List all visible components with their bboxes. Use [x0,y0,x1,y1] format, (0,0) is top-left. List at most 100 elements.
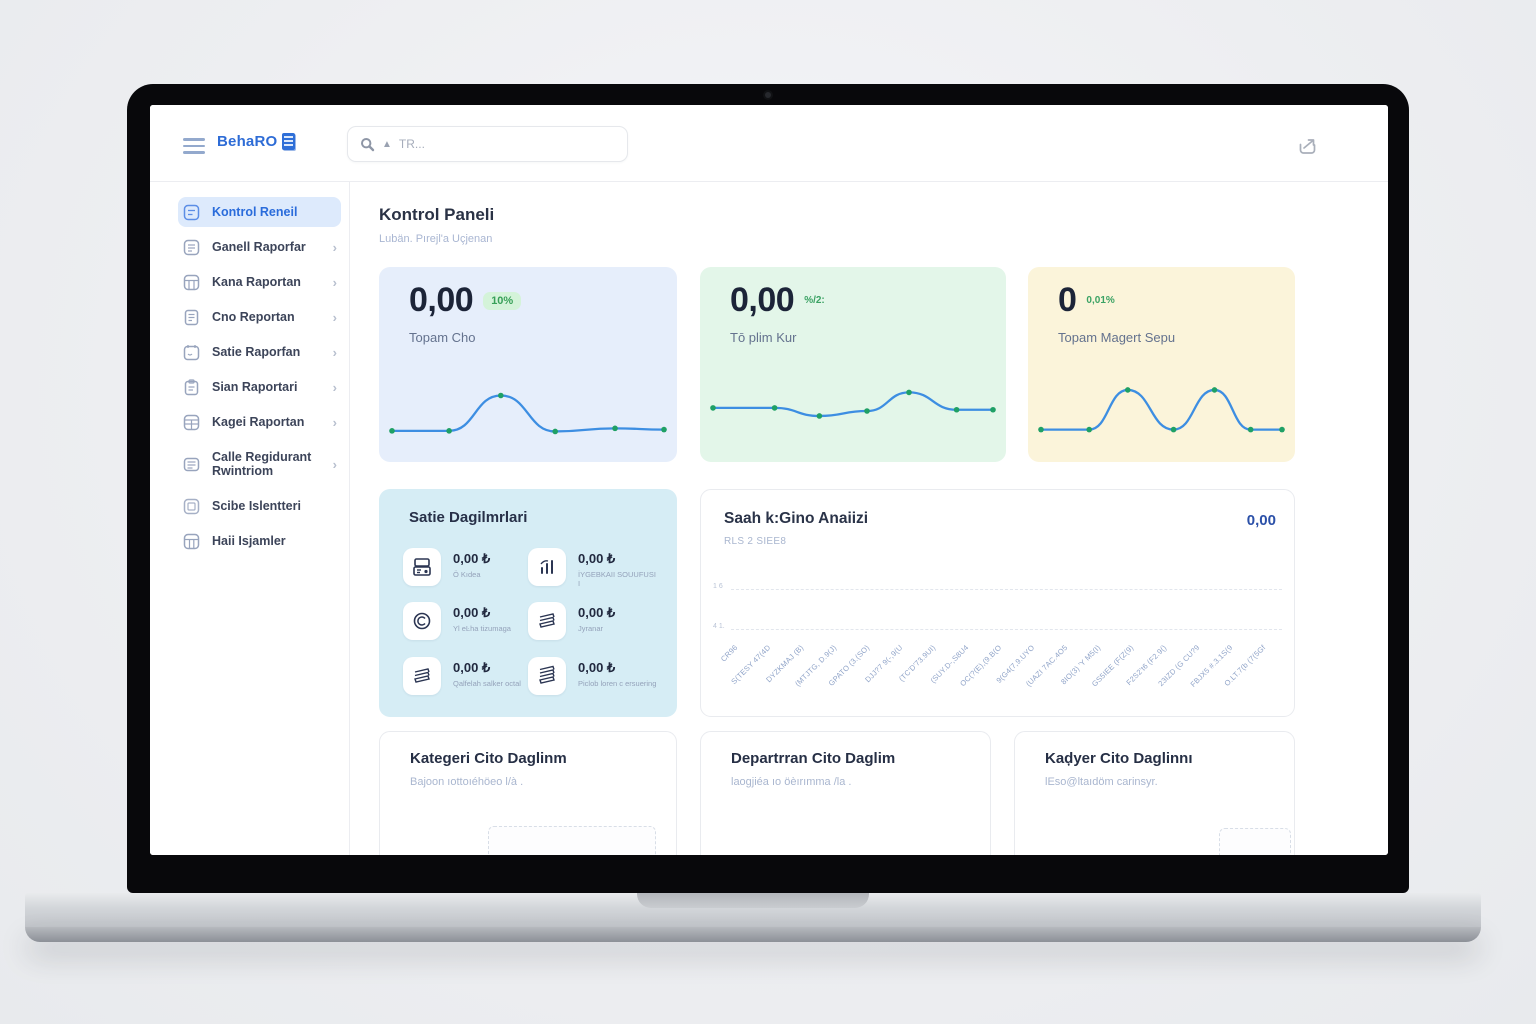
app-window: BehaRO ▲ TR... [150,105,1388,855]
laptop-camera-dot [765,92,771,98]
pos-device-icon [403,548,441,586]
sidebar-item-kontrol-paneli[interactable]: Kontrol Reneil [178,197,341,227]
search-input[interactable]: ▲ TR... [347,126,628,162]
stat-card-toplam-kar: 0,00 %/2: Tō plim Kur [700,267,1006,462]
brand-logo-icon [282,133,296,150]
sales-mini-stat: 0,00 ₺ Qalfelah salker octal [403,657,533,695]
sidebar-item-stok-raporlari[interactable]: Sian Raportari › [178,372,341,402]
sparkline-chart [710,389,996,419]
chevron-right-icon: › [332,344,337,360]
mini-stat-label: Jyranar [578,624,604,633]
brand-name: BehaRO [217,133,278,150]
x-axis-label: GS5IEE (F(Z(9) [1089,643,1136,689]
sales-mini-stat: 0,00 ₺ İYGEBKAII SOUUFUSI I [528,548,658,588]
card-title: Departrran Cito Daglim [731,750,896,767]
page-title: Kontrol Paneli [379,205,495,224]
stat-label: Tō plim Kur [730,330,797,345]
chevron-right-icon: › [332,274,337,290]
empty-state-placeholder [488,826,656,855]
cashier-revenue-card: Kaḑyer Cito Daglinnı lEso@ltaıdöm carins… [1014,731,1295,855]
sidebar-item-kasiyer-raporlari[interactable]: Kagei Raportan › [178,407,341,437]
hamburger-menu-icon[interactable] [183,138,205,158]
sidebar-item-label: Haii Isjamler [212,533,286,548]
sidebar-item-sube-islemleri[interactable]: Scibe Islentteri [178,491,341,521]
chevron-right-icon: › [332,309,337,325]
x-axis-label: DJJ?7 9(-,9(U [863,643,905,685]
x-axis-label: 23IZD (G CU?9 [1156,643,1202,689]
laptop-notch [637,893,869,908]
coin-icon [403,602,441,640]
sales-mini-stat: 0,00 ₺ Piclob loren c ersuering [528,657,658,695]
chart-title: Saah k:Gino Anaiizi [724,510,869,527]
mini-stat-value: 0,00 ₺ [453,551,491,566]
clipboard-report-icon [184,378,199,395]
sales-distribution-card: Satie Dagilmrlari 0,00 ₺ Ö Kıdea 0,00 ₺ … [379,489,677,717]
category-revenue-card: Kategeri Cito Daglinm Bajoon ıottoıéhöeo… [379,731,677,855]
cards-stack-icon [528,657,566,695]
sparkline-chart [1038,387,1285,433]
x-axis-label: S(TESY 47(4D [729,643,773,687]
x-axis-label: 9(G4(7,9.UYO [994,643,1037,685]
search-icon [361,137,375,151]
mini-stat-value: 0,00 ₺ [578,605,616,620]
stat-value: 0,00 [409,281,474,319]
card-subtitle: Bajoon ıottoıéhöeo l/à . [410,776,524,788]
gridline [731,589,1282,590]
sidebar-item-label: Sian Raportari [212,379,298,394]
department-revenue-card: Departrran Cito Daglim laogjiéa ıo öèırı… [700,731,991,855]
x-axis-label: GPATO (3.(SO) [826,643,872,688]
chevron-right-icon: › [332,414,337,430]
stat-label: Topam Magert Sepu [1058,330,1176,345]
card-subtitle: laogjiéa ıo öèırımma /la . [731,776,852,788]
chevron-right-icon: › [332,239,337,255]
sidebar-item-label: Calle Regidurant Rwintriom [212,449,312,478]
share-icon[interactable] [1296,135,1320,157]
mini-stat-label: Yl eĿha tizumaga [453,624,511,633]
topbar: BehaRO ▲ TR... [150,105,1388,182]
stat-card-toplam-ciro: 0,00 10% Topam Cho [379,267,677,462]
card-title: Kategeri Cito Daglinm [410,750,567,767]
sidebar-item-label: Satie Raporfan [212,344,301,359]
sales-mini-stat: 0,00 ₺ Ö Kıdea [403,548,533,586]
grid-report-icon [183,414,200,430]
x-axis-label: (UAZI 7AC.4O5 [1024,643,1070,689]
laptop-base-edge [25,927,1481,942]
chevron-right-icon: › [332,456,337,472]
x-axis-label: CR96 [718,643,740,664]
x-axis-label: F2S2't6 (F2.9() [1124,643,1169,687]
stat-value: 0 [1058,281,1077,319]
x-axis-label: DYZKMAJ (B) [764,643,806,685]
x-axis-label: OC(?(E),(9.B(O [958,643,1004,689]
y-axis-tick: 1 6 [713,583,723,590]
x-axis-labels: CR96 S(TESY 47(4D DYZKMAJ (B) (MTJTG, D.9(J… [719,631,1282,717]
search-warning-icon: ▲ [382,138,392,150]
x-axis-label: (TC'D'73.9UI) [897,643,938,684]
mini-stat-label: Piclob loren c ersuering [578,679,657,688]
page-subtitle: Lubän. Pırejl'a Uçjenan [379,233,493,245]
operations-icon [183,533,200,549]
laptop-base [25,893,1481,927]
sidebar-item-cafe-restaurant[interactable]: Calle Regidurant Rwintriom › [178,442,341,486]
sidebar-item-satis-raporlari[interactable]: Satie Raporfan › [178,337,341,367]
sidebar-item-kasa-raporlari[interactable]: Kana Raportan › [178,267,341,297]
sidebar-item-label: Cno Reportan [212,309,295,324]
sidebar-item-ciro-raporlari[interactable]: Cno Reportan › [178,302,341,332]
sidebar-item-label: Kagei Raportan [212,414,305,429]
card-subtitle: lEso@ltaıdöm carinsyr. [1045,776,1158,788]
sidebar-item-genel-raporlar[interactable]: Ganell Raporfar › [178,232,341,262]
calendar-report-icon [183,344,200,360]
y-axis-tick: 4 1. [713,623,725,630]
chart-total-value: 0,00 [1246,512,1276,529]
mini-stat-label: İYGEBKAII SOUUFUSI I [578,570,656,588]
sales-card-title: Satie Dagilmrlari [409,509,528,526]
stat-label: Topam Cho [409,330,476,345]
sales-mini-stat: 0,00 ₺ Jyranar [528,602,658,640]
mini-stat-value: 0,00 ₺ [453,660,491,675]
x-axis-label: (MTJTG, D.9(J) [793,643,839,689]
sidebar-item-label: Ganell Raporfar [212,239,306,254]
x-axis-label: O.LT.7(b (7(5Gf [1222,643,1268,688]
sidebar-item-hal-islemleri[interactable]: Haii Isjamler [178,526,341,556]
sidebar: Kontrol Reneil Ganell Raporfar › Kana Ra… [150,182,350,855]
table-report-icon [183,274,200,290]
hourly-revenue-chart-card: Saah k:Gino Anaiizi RLS 2 SIEE8 0,00 1 6… [700,489,1295,717]
